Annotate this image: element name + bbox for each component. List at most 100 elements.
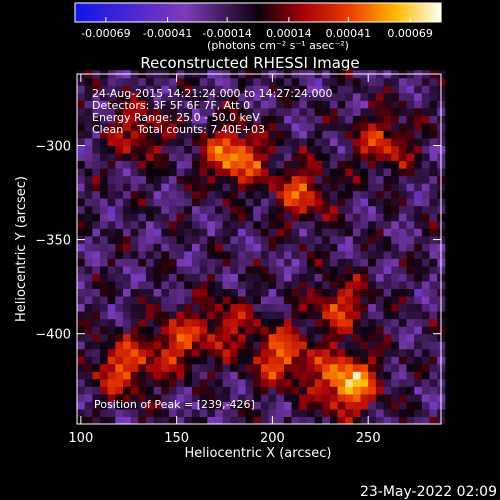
heatmap-cell [276,85,285,94]
colorbar-segment [311,3,314,22]
heatmap-cell [222,348,231,357]
heatmap-cell [84,393,93,402]
heatmap-cell [245,168,254,177]
heatmap-cell [130,393,139,402]
heatmap-cell [130,273,139,282]
heatmap-cell [230,311,239,320]
heatmap-cell [314,92,323,101]
heatmap-cell [214,190,224,199]
heatmap-cell [429,205,438,214]
heatmap-cell [222,303,231,312]
heatmap-cell [207,311,216,320]
heatmap-cell [391,175,400,184]
heatmap-cell [322,205,331,214]
heatmap-cell [145,235,155,244]
heatmap-cell [214,160,224,169]
heatmap-cell [260,273,270,282]
heatmap-cell [260,333,270,342]
heatmap-cell [383,341,392,350]
heatmap-cell [406,250,415,259]
heatmap-cell [283,250,293,259]
heatmap-cell [375,378,385,387]
heatmap-cell [99,296,109,305]
heatmap-cell [191,416,201,425]
heatmap-cell [383,250,392,259]
heatmap-cell [368,92,377,101]
colorbar-segment [241,3,244,22]
heatmap-cell [329,243,339,252]
heatmap-cell [161,250,170,259]
heatmap-cell [237,160,247,169]
heatmap-cell [207,386,216,395]
heatmap-cell [391,130,400,139]
heatmap-cell [145,311,155,320]
heatmap-cell [283,265,293,274]
heatmap-cell [230,326,239,335]
heatmap-cell [115,288,124,297]
heatmap-cell [314,205,323,214]
heatmap-cell [77,326,86,335]
heatmap-cell [375,175,385,184]
heatmap-cell [199,213,208,222]
heatmap-cell [145,408,155,417]
heatmap-cell [306,408,316,417]
heatmap-cell [92,401,101,410]
heatmap-cell [107,408,116,417]
colorbar-segment [121,3,124,22]
heatmap-cell [337,371,346,380]
heatmap-cell [398,311,408,320]
heatmap-cell [314,183,323,192]
heatmap-cell [176,348,185,357]
heatmap-cell [222,356,231,365]
heatmap-cell [92,220,101,229]
heatmap-cell [306,258,316,267]
heatmap-cell [168,145,178,154]
heatmap-cell [115,280,124,290]
heatmap-cell [383,280,392,290]
heatmap-cell [176,250,185,259]
heatmap-cell [107,183,116,192]
heatmap-cell [375,190,385,199]
heatmap-cell [360,288,369,297]
heatmap-cell [237,198,247,207]
heatmap-cell [406,190,415,199]
heatmap-cell [222,401,231,410]
colorbar-segment [255,3,258,22]
heatmap-cell [276,363,285,372]
heatmap-cell [276,122,285,131]
heatmap-cell [191,250,201,259]
colorbar-segment [205,3,208,22]
heatmap-cell [107,280,116,290]
heatmap-cell [176,183,185,192]
heatmap-cell [253,250,262,259]
heatmap-cell [184,348,193,357]
heatmap-cell [299,220,308,229]
heatmap-cell [230,303,239,312]
heatmap-cell [84,408,93,417]
heatmap-cell [130,408,139,417]
colorbar-segment [191,3,194,22]
heatmap-cell [360,122,369,131]
heatmap-cell [299,393,308,402]
heatmap-cell [360,168,369,177]
heatmap-cell [383,416,392,425]
heatmap-cell [406,348,415,357]
heatmap-cell [391,393,400,402]
heatmap-cell [199,303,208,312]
heatmap-cell [184,393,193,402]
heatmap-cell [260,348,270,357]
colorbar-segment [363,3,366,22]
heatmap-cell [168,408,178,417]
heatmap-cell [168,348,178,357]
heatmap-cell [130,341,139,350]
heatmap-cell [138,416,147,425]
heatmap-cell [122,318,132,327]
heatmap-cell [391,273,400,282]
heatmap-cell [368,341,377,350]
heatmap-cell [184,371,193,380]
heatmap-cell [138,363,147,372]
heatmap-cell [421,168,430,177]
heatmap-cell [130,85,139,94]
heatmap-cell [329,341,339,350]
heatmap-cell [145,363,155,372]
